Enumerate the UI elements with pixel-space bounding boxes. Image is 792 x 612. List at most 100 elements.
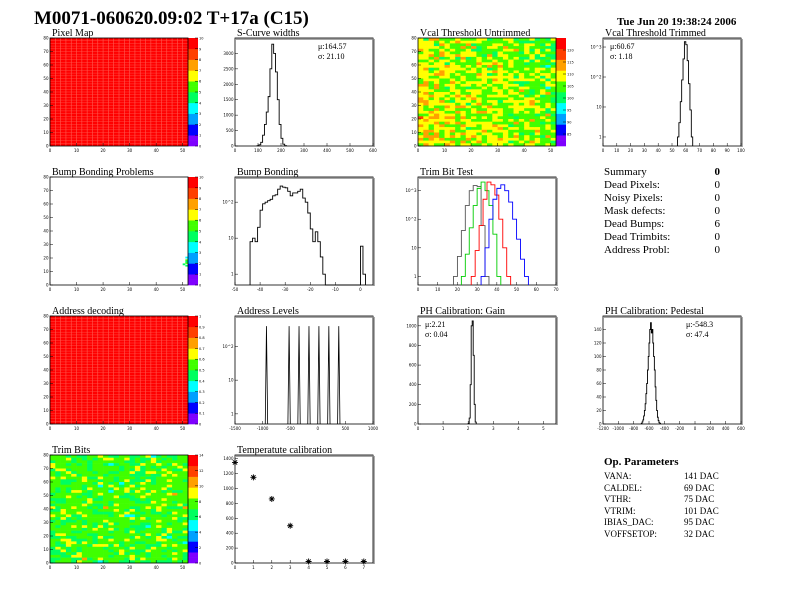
timestamp: Tue Jun 20 19:38:24 2006 (617, 16, 737, 28)
heatmap-cell (113, 500, 120, 504)
heatmap-cell (55, 527, 61, 531)
heatmap-cell (508, 86, 514, 90)
y-tick-label: 30 (43, 103, 49, 108)
heatmap-cell (182, 514, 189, 518)
y-tick-label: 2500 (223, 66, 234, 71)
heatmap-cell (529, 62, 536, 66)
heatmap-cell (444, 86, 451, 90)
color-bar-tick-label: 0.8 (199, 336, 205, 340)
heatmap-cell (518, 73, 525, 77)
heatmap-cell (92, 533, 99, 537)
color-bar-tick-label: 85 (567, 133, 571, 137)
heatmap-cell (103, 460, 109, 464)
heatmap-cell (172, 471, 178, 475)
color-bar-segment (556, 38, 566, 44)
y-tick-label: 80 (596, 368, 602, 373)
heatmap-cell (465, 75, 472, 79)
heatmap-cell (534, 59, 541, 63)
heatmap-cell (113, 552, 120, 556)
heatmap-cell (150, 471, 157, 475)
heatmap-cell (550, 86, 557, 90)
heatmap-cell (492, 89, 498, 93)
heatmap-cell (140, 473, 146, 477)
summary-label: Dead Bumps: (604, 218, 665, 230)
heatmap-cell (103, 517, 109, 521)
heatmap-cell (418, 75, 424, 79)
op-parameters-title: Op. Parameters (604, 456, 679, 468)
heatmap-cell (97, 506, 104, 510)
heatmap-cell (161, 522, 168, 526)
y-tick-label: 80 (411, 36, 417, 41)
heatmap-cell (182, 495, 189, 499)
heatmap-cell (497, 143, 504, 147)
heatmap-cell (449, 127, 456, 131)
heatmap-cell (476, 38, 482, 41)
heatmap-cell (108, 549, 114, 553)
heatmap-cell (87, 514, 93, 518)
color-bar-tick-label: 6 (199, 515, 201, 519)
heatmap-cell (428, 108, 435, 112)
heatmap-cell (103, 538, 109, 542)
y-tick-label: 1 (414, 274, 417, 279)
heatmap-cell (534, 89, 541, 93)
summary-row: Mask defects: 0 (604, 205, 720, 218)
color-bar-segment (556, 102, 566, 109)
heatmap-cell (87, 487, 93, 491)
heatmap-cell (129, 525, 136, 529)
heatmap-cell (460, 83, 467, 87)
color-bar-segment (188, 509, 198, 515)
heatmap-cell (134, 490, 141, 494)
heatmap-cell (161, 479, 168, 483)
heatmap-cell (455, 51, 461, 55)
heatmap-cell (465, 86, 472, 90)
heatmap-cell (166, 560, 173, 564)
heatmap-cell (471, 100, 477, 104)
heatmap-cell (55, 473, 61, 477)
heatmap-cell (534, 67, 541, 71)
summary-value: 0 (714, 231, 721, 243)
heatmap-cell (150, 560, 157, 564)
color-bar-segment (188, 391, 198, 398)
heatmap-cell (55, 465, 61, 469)
heatmap-cell (534, 43, 541, 47)
heatmap-cell (471, 83, 477, 87)
heatmap-cell (502, 65, 509, 68)
x-tick-label: 20 (628, 148, 634, 153)
heatmap-cell (76, 509, 83, 512)
heatmap-cell (145, 541, 152, 545)
color-bar-tick-label: 120 (567, 49, 574, 53)
heatmap-cell (550, 38, 557, 41)
heatmap-cell (487, 121, 493, 125)
heatmap-cell (166, 465, 173, 469)
heatmap-cell (161, 530, 168, 534)
x-tick-label: 6 (344, 565, 347, 570)
heatmap-cell (119, 511, 125, 515)
heatmap-cell (540, 124, 546, 128)
heatmap-cell (129, 527, 136, 531)
heatmap-cell (129, 503, 136, 507)
heatmap-cell (119, 527, 125, 531)
heatmap-cell (134, 546, 141, 550)
heatmap-cell (81, 465, 88, 469)
heatmap-cell (60, 490, 67, 494)
heatmap-cell (60, 525, 67, 529)
x-tick-label: 50 (180, 287, 186, 292)
heatmap-cell (113, 482, 120, 485)
heatmap-cell (433, 92, 440, 95)
heatmap-cell (65, 482, 72, 485)
heatmap-cell (55, 506, 61, 510)
color-bar-segment (188, 321, 198, 328)
heatmap-cell (182, 476, 189, 480)
heatmap-cell (487, 51, 493, 55)
heatmap-cell (55, 487, 61, 491)
heatmap-cell (65, 557, 72, 561)
heatmap-cell (129, 538, 136, 542)
heatmap-cell (71, 468, 77, 472)
heatmap-cell (455, 83, 461, 87)
heatmap-cell (161, 476, 168, 480)
heatmap-cell (81, 468, 88, 472)
heatmap-cell (81, 460, 88, 464)
heatmap-cell (518, 56, 525, 60)
